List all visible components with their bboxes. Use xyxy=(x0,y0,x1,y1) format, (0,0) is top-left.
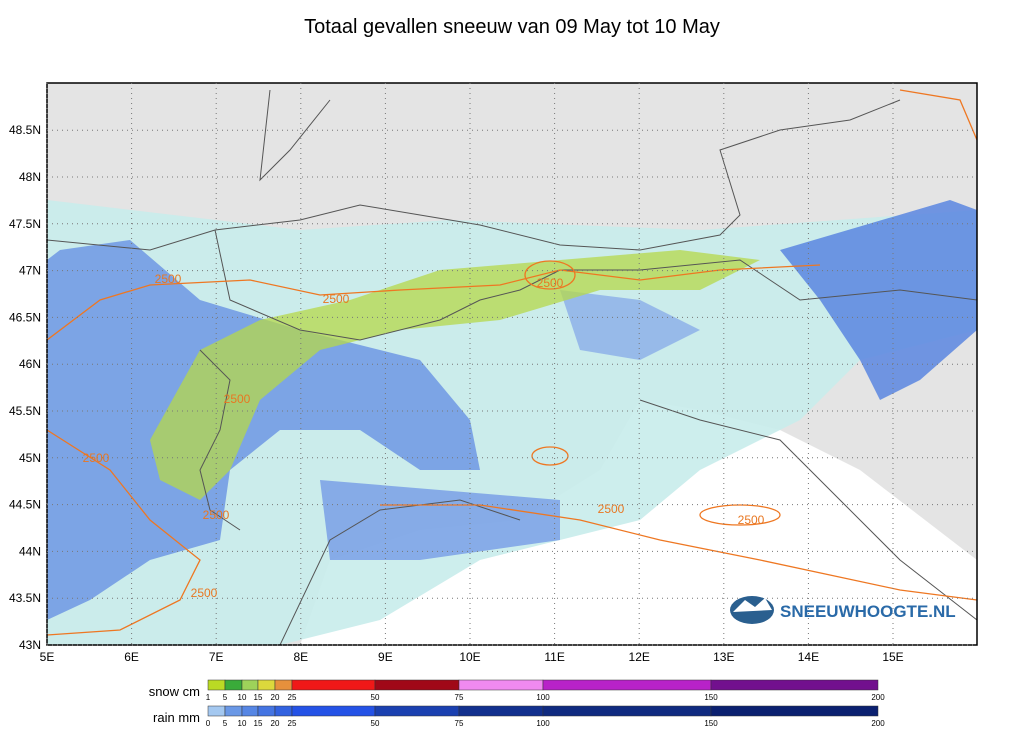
lat-tick-label: 47N xyxy=(19,264,41,278)
lon-tick-label: 7E xyxy=(209,650,224,664)
lat-tick-label: 46N xyxy=(19,357,41,371)
contour-label: 2500 xyxy=(155,272,182,286)
legend-swatch xyxy=(207,679,226,691)
lat-tick-label: 48N xyxy=(19,170,41,184)
lon-tick-label: 10E xyxy=(459,650,480,664)
legend-tick: 5 xyxy=(223,719,228,728)
legend-tick: 50 xyxy=(371,693,380,702)
contour-label: 2500 xyxy=(83,451,110,465)
legend-tick: 5 xyxy=(223,693,228,702)
lat-tick-label: 43.5N xyxy=(9,591,41,605)
legend-tick: 25 xyxy=(288,719,297,728)
legend-swatch xyxy=(374,679,460,691)
legend-tick: 150 xyxy=(704,719,718,728)
legend-swatch xyxy=(274,705,293,717)
legend-swatch xyxy=(458,705,544,717)
lat-tick-label: 47.5N xyxy=(9,217,41,231)
lat-tick-label: 44N xyxy=(19,544,41,558)
logo-text: SNEEUWHOOGTE.NL xyxy=(780,602,956,621)
legend-tick: 75 xyxy=(455,719,464,728)
contour-label: 2500 xyxy=(537,276,564,290)
lon-tick-label: 6E xyxy=(124,650,139,664)
legend-tick: 150 xyxy=(704,693,718,702)
legend-swatch xyxy=(224,679,243,691)
lon-tick-label: 11E xyxy=(544,650,564,664)
lon-tick-label: 8E xyxy=(293,650,308,664)
lon-tick-label: 13E xyxy=(713,650,734,664)
contour-label: 2500 xyxy=(191,586,218,600)
lon-tick-label: 9E xyxy=(378,650,393,664)
legend-tick: 75 xyxy=(455,693,464,702)
legend-tick: 100 xyxy=(536,719,550,728)
legend-swatch xyxy=(241,679,259,691)
legend-label: snow cm xyxy=(149,684,200,699)
logo: SNEEUWHOOGTE.NL xyxy=(730,596,956,624)
legend-swatch xyxy=(542,679,712,691)
lon-tick-label: 15E xyxy=(882,650,903,664)
legend-swatch xyxy=(224,705,243,717)
lat-tick-label: 45.5N xyxy=(9,404,41,418)
contour-label: 2500 xyxy=(598,502,625,516)
legend-swatch xyxy=(710,705,879,717)
contour-label: 2500 xyxy=(323,292,350,306)
legend-tick: 20 xyxy=(271,719,280,728)
contour-label: 2500 xyxy=(203,508,230,522)
legend-swatch xyxy=(710,679,879,691)
legend-swatch xyxy=(207,705,226,717)
legend-tick: 25 xyxy=(288,693,297,702)
lon-tick-label: 12E xyxy=(629,650,650,664)
legend-label: rain mm xyxy=(153,710,200,725)
title: Totaal gevallen sneeuw van 09 May tot 10… xyxy=(304,16,720,38)
lat-tick-label: 46.5N xyxy=(9,310,41,324)
lat-tick-label: 44.5N xyxy=(9,498,41,512)
legend-swatch xyxy=(374,705,460,717)
lat-tick-label: 45N xyxy=(19,451,41,465)
legend-swatch xyxy=(241,705,259,717)
legend-tick: 10 xyxy=(238,693,247,702)
legend-tick: 200 xyxy=(871,693,885,702)
legend-tick: 10 xyxy=(238,719,247,728)
lon-tick-label: 14E xyxy=(798,650,819,664)
lon-tick-label: 5E xyxy=(40,650,55,664)
legend-tick: 0 xyxy=(206,719,211,728)
legend-tick: 15 xyxy=(254,719,263,728)
legend-tick: 50 xyxy=(371,719,380,728)
contour-label: 2500 xyxy=(738,513,765,527)
legend-swatch xyxy=(291,705,376,717)
legend-tick: 1 xyxy=(206,693,211,702)
lat-tick-label: 43N xyxy=(19,638,41,652)
legend-swatch xyxy=(458,679,544,691)
legend-swatch xyxy=(257,679,276,691)
legend-tick: 200 xyxy=(871,719,885,728)
legend-swatch xyxy=(291,679,376,691)
legend-tick: 20 xyxy=(271,693,280,702)
legend-swatch xyxy=(257,705,276,717)
legend-tick: 15 xyxy=(254,693,263,702)
contour-label: 2500 xyxy=(224,392,251,406)
legend-swatch xyxy=(274,679,293,691)
lat-tick-label: 48.5N xyxy=(9,123,41,137)
legend-swatch xyxy=(542,705,712,717)
legend-tick: 100 xyxy=(536,693,550,702)
